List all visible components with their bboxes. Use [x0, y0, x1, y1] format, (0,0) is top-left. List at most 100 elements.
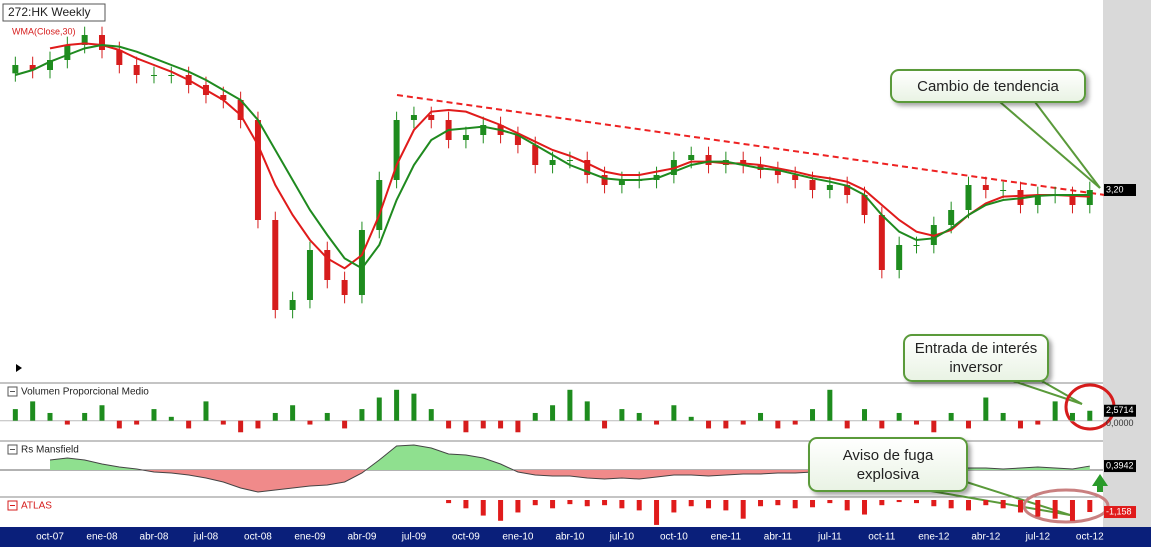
candle-body — [618, 180, 625, 185]
candle-body — [861, 195, 868, 215]
bar — [480, 420, 486, 429]
bar — [740, 500, 746, 519]
bar — [1017, 420, 1023, 429]
candle-body — [532, 145, 539, 165]
last-value-label: 3,20 — [1106, 184, 1124, 194]
candle-body — [358, 230, 365, 295]
last-value-label: 0,3942 — [1106, 460, 1134, 470]
bar — [463, 420, 469, 433]
price-scale-strip — [1103, 0, 1151, 527]
candle-body — [826, 185, 833, 190]
bar — [706, 420, 712, 429]
last-value-box — [1104, 460, 1136, 473]
panel-title: ATLAS — [21, 501, 52, 512]
x-tick-label: ene-12 — [918, 532, 950, 543]
bar — [411, 393, 417, 421]
bar — [775, 420, 781, 429]
bar — [896, 412, 902, 421]
bar — [636, 500, 642, 511]
candle-body — [462, 135, 469, 140]
candle-body — [376, 180, 383, 230]
bar — [1017, 500, 1023, 513]
bar — [342, 420, 348, 429]
candle-body — [64, 45, 71, 60]
bar — [740, 420, 746, 425]
y-tick-label: 0,0000 — [1106, 418, 1134, 428]
bar — [983, 500, 989, 506]
candle-body — [982, 185, 989, 190]
candle-body — [965, 185, 972, 210]
candle-body — [324, 250, 331, 280]
bar — [255, 420, 261, 429]
x-tick-label: abr-10 — [555, 532, 584, 543]
candle-body — [584, 160, 591, 175]
bar — [550, 500, 556, 509]
bar — [151, 409, 157, 421]
bar — [983, 397, 989, 421]
bar — [775, 500, 781, 506]
moving-average-line — [49, 42, 1090, 270]
bar — [515, 420, 521, 433]
panel-title: Rs Mansfield — [21, 445, 79, 456]
bar — [948, 500, 954, 509]
bar — [567, 389, 573, 421]
last-value-label: -1,158 — [1106, 506, 1132, 516]
candle-body — [1034, 195, 1041, 205]
bar — [1087, 500, 1093, 513]
bar — [186, 420, 192, 429]
x-tick-label: abr-09 — [347, 532, 376, 543]
bar — [584, 401, 590, 421]
x-tick-label: oct-08 — [244, 532, 272, 543]
bar — [272, 412, 278, 421]
bar — [428, 409, 434, 421]
bar — [723, 420, 729, 429]
bar — [792, 420, 798, 425]
bar — [671, 500, 677, 513]
indicator-label: WMA(Close,30) — [12, 26, 76, 36]
bar — [619, 409, 625, 421]
bar — [654, 420, 660, 425]
candle-body — [1069, 195, 1076, 205]
candle-body — [809, 180, 816, 190]
bar — [723, 500, 729, 511]
bar — [82, 412, 88, 421]
bar — [64, 420, 70, 425]
bar — [394, 389, 400, 421]
bar — [1000, 500, 1006, 509]
bar — [688, 416, 694, 421]
candle-body — [29, 65, 36, 70]
bar — [1087, 410, 1093, 421]
bar — [480, 500, 486, 516]
x-tick-label: ene-09 — [294, 532, 326, 543]
x-tick-label: ene-08 — [86, 532, 118, 543]
bar — [706, 500, 712, 509]
bar — [324, 412, 330, 421]
bar — [965, 500, 971, 511]
cursor-icon — [16, 364, 22, 372]
candle-body — [289, 300, 296, 310]
bar — [844, 420, 850, 429]
candle-body — [549, 160, 556, 165]
bar — [1035, 500, 1041, 517]
bar — [446, 420, 452, 429]
bar — [965, 420, 971, 429]
bar — [792, 500, 798, 509]
bar — [359, 409, 365, 421]
x-tick-label: jul-08 — [193, 532, 219, 543]
candle-body — [774, 170, 781, 175]
chart-title: 272:HK Weekly — [8, 5, 90, 19]
bar — [931, 420, 937, 433]
callout-pointer — [999, 101, 1101, 189]
candle-body — [116, 50, 123, 65]
candle-body — [705, 155, 712, 165]
panel-title: Volumen Proporcional Medio — [21, 387, 149, 398]
bar — [498, 500, 504, 521]
last-value-label: 2,5714 — [1106, 405, 1134, 415]
candle-body — [896, 245, 903, 270]
x-tick-label: oct-07 — [36, 532, 64, 543]
bar — [879, 500, 885, 506]
bar — [238, 420, 244, 433]
candle-body — [150, 75, 157, 76]
bar — [290, 405, 296, 421]
